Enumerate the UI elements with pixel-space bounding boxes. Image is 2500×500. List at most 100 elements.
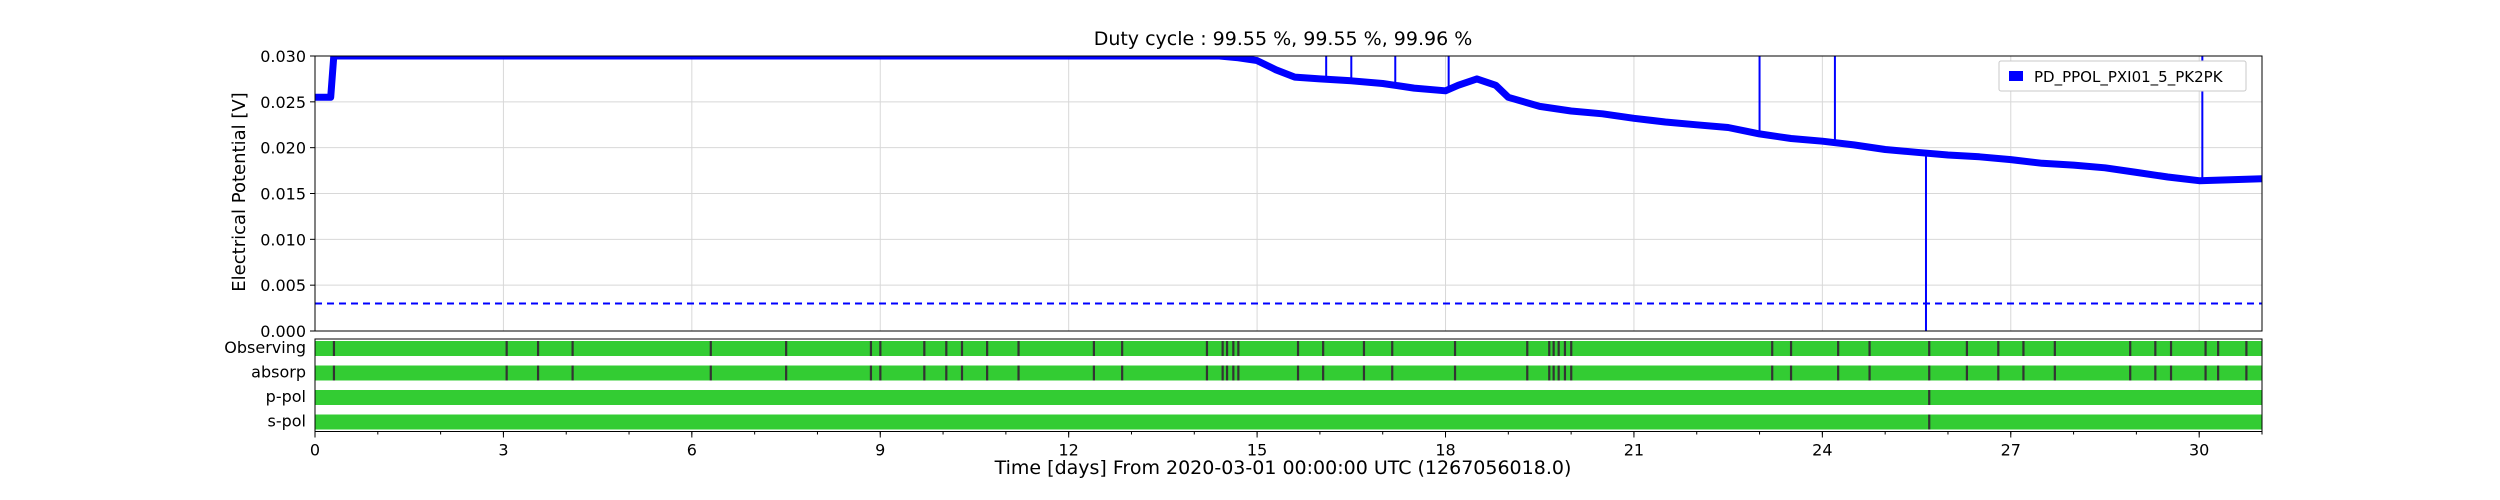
segment-gap	[1362, 341, 1366, 356]
segment-gap	[923, 365, 926, 381]
x-tick-label: 12	[1058, 441, 1078, 460]
segment-gap	[2053, 365, 2056, 381]
segment-gap	[536, 341, 540, 356]
segment-gap	[1205, 365, 1209, 381]
segment-gap	[2245, 365, 2248, 381]
segment-gap	[1225, 365, 1229, 381]
legend-box	[1998, 60, 2247, 92]
segment-gap	[1296, 365, 1300, 381]
x-tick-label: 0	[310, 441, 320, 460]
segment-gap	[505, 341, 508, 356]
segment-gap	[505, 365, 508, 381]
segment-gap	[879, 341, 882, 356]
segment-gap	[1771, 341, 1774, 356]
segment-gap	[2204, 365, 2207, 381]
segment-gap	[1237, 365, 1240, 381]
x-tick-label: 15	[1247, 441, 1267, 460]
segment-gap	[960, 365, 964, 381]
segment-gap	[1965, 341, 1969, 356]
segment-gap	[945, 365, 948, 381]
y-tick-label: 0.015	[260, 185, 306, 204]
segment-gap	[986, 341, 989, 356]
segment-gap	[879, 365, 882, 381]
legend-swatch	[2009, 71, 2023, 81]
segment-gap	[571, 365, 574, 381]
segment-gap	[332, 365, 336, 381]
segment-label: absorp	[251, 363, 306, 382]
segment-gap	[869, 341, 873, 356]
segment-label: s-pol	[268, 412, 307, 431]
segment-gap	[1526, 365, 1529, 381]
segment-gap	[2022, 365, 2025, 381]
y-tick-label: 0.025	[260, 93, 306, 112]
segment-gap	[1526, 341, 1529, 356]
segment-gap	[1237, 341, 1240, 356]
segment-gap	[1771, 365, 1774, 381]
y-axis-label: Electrical Potential [V]	[229, 92, 250, 291]
segment-gap	[1563, 341, 1567, 356]
x-tick-label: 30	[2189, 441, 2209, 460]
series-line	[315, 56, 2262, 185]
x-tick-label: 24	[1812, 441, 1832, 460]
segment-gap	[1548, 365, 1551, 381]
segment-gap	[1997, 365, 2000, 381]
segment-gap	[1232, 365, 1235, 381]
segment-gap	[1928, 414, 1931, 430]
segment-gap	[2204, 341, 2207, 356]
segment-gap	[1557, 341, 1560, 356]
segment-gap	[1391, 365, 1394, 381]
segment-gap	[332, 341, 336, 356]
segment-bar	[315, 341, 2262, 356]
segment-gap	[2245, 341, 2248, 356]
grid-layer	[314, 55, 2262, 332]
segment-gap	[2154, 341, 2157, 356]
segment-gap	[986, 365, 989, 381]
segment-gap	[1225, 341, 1229, 356]
segment-gap	[1997, 341, 2000, 356]
segment-gap	[1221, 341, 1224, 356]
segment-gap	[1965, 365, 1969, 381]
segment-gap	[1092, 341, 1095, 356]
segment-gap	[1552, 365, 1555, 381]
segment-gap	[1362, 365, 1366, 381]
segment-gap	[1789, 365, 1793, 381]
axes-layer: 0.000 0.005 0.010 0.015 0.020 0.025 0.030 0 3 6 9 1…	[260, 47, 2263, 460]
segment-gap	[536, 365, 540, 381]
segment-gap	[1789, 341, 1793, 356]
segment-gap	[1570, 365, 1573, 381]
segment-gap	[2169, 365, 2173, 381]
legend-label: PD_PPOL_PXI01_5_PK2PK	[2034, 68, 2224, 87]
segment-gap	[1557, 365, 1560, 381]
segment-gap	[1552, 341, 1555, 356]
segment-gap	[2022, 341, 2025, 356]
segment-gap	[945, 341, 948, 356]
segment-gap	[2217, 365, 2220, 381]
segment-gap	[1232, 341, 1235, 356]
segment-gap	[1837, 341, 1840, 356]
y-tick-label: 0.030	[260, 47, 306, 66]
segment-gap	[1570, 341, 1573, 356]
segment-gap	[1221, 365, 1224, 381]
segment-label: Observing	[224, 338, 306, 357]
segment-gap	[1453, 341, 1457, 356]
y-tick-label: 0.005	[260, 276, 306, 295]
segment-gap	[2129, 341, 2132, 356]
segment-gap	[2053, 341, 2056, 356]
x-tick-label: 9	[875, 441, 885, 460]
segment-gap	[1322, 365, 1325, 381]
segment-gap	[1121, 365, 1124, 381]
segment-layer: Observing absorp p-pol s-pol	[224, 338, 2263, 432]
segment-bar	[315, 365, 2262, 381]
segment-gap	[1548, 341, 1551, 356]
segment-gap	[1928, 390, 1931, 405]
segment-gap	[1205, 341, 1209, 356]
segment-gap	[1868, 341, 1871, 356]
x-tick-label: 21	[1624, 441, 1644, 460]
chart-title: Duty cycle : 99.55 %, 99.55 %, 99.96 %	[1094, 28, 1473, 50]
segment-gap	[1322, 341, 1325, 356]
segment-gap	[709, 341, 712, 356]
segment-gap	[1296, 341, 1300, 356]
segment-gap	[785, 341, 788, 356]
